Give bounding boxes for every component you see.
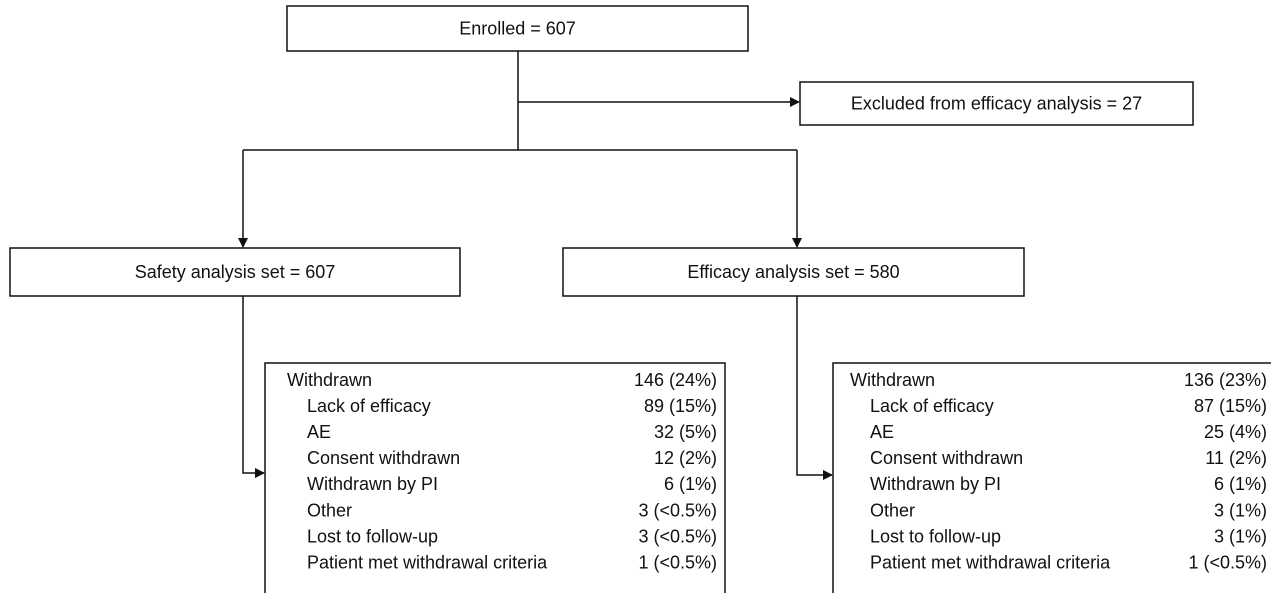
withdrawal-reason: Lack of efficacy (870, 396, 994, 416)
withdrawal-reason: AE (307, 422, 331, 442)
withdrawal-count: 89 (15%) (644, 396, 717, 416)
withdrawal-count: 136 (23%) (1184, 370, 1267, 390)
withdrawal-count: 6 (1%) (664, 474, 717, 494)
withdrawal-reason: Patient met withdrawal criteria (307, 552, 548, 572)
withdrawal-reason: Lost to follow-up (307, 526, 438, 546)
connectors (238, 51, 833, 480)
withdrawal-count: 3 (<0.5%) (638, 526, 717, 546)
node-box (562, 247, 1025, 297)
node-label: Enrolled = 607 (459, 18, 576, 38)
withdrawal-reason: Other (307, 500, 352, 520)
node-label: Efficacy analysis set = 580 (687, 262, 899, 282)
withdrawal-reason: Withdrawn (287, 370, 372, 390)
withdrawal-reason: Withdrawn (850, 370, 935, 390)
withdrawal-reason: Lost to follow-up (870, 526, 1001, 546)
withdrawal-count: 3 (<0.5%) (638, 500, 717, 520)
arrow (242, 296, 265, 478)
withdrawal-reason: Withdrawn by PI (870, 474, 1001, 494)
withdrawal-count: 87 (15%) (1194, 396, 1267, 416)
withdrawal-box (264, 362, 726, 593)
boxes: Enrolled = 607 Excluded from efficacy ana… (9, 5, 1271, 593)
node-box (9, 247, 461, 297)
withdrawal-count: 3 (1%) (1214, 526, 1267, 546)
node-label: Safety analysis set = 607 (135, 262, 336, 282)
node-label: Excluded from efficacy analysis = 27 (851, 93, 1142, 113)
withdrawal-reason: Lack of efficacy (307, 396, 431, 416)
withdrawal-reason: Consent withdrawn (870, 448, 1023, 468)
arrow (796, 296, 833, 480)
node-box (286, 5, 749, 52)
withdrawal-count: 1 (<0.5%) (638, 552, 717, 572)
withdrawal-reason: Other (870, 500, 915, 520)
withdrawal-reason: AE (870, 422, 894, 442)
withdrawal-count: 32 (5%) (654, 422, 717, 442)
withdrawal-count: 11 (2%) (1205, 448, 1267, 468)
withdrawal-reason: Consent withdrawn (307, 448, 460, 468)
withdrawal-count: 3 (1%) (1214, 500, 1267, 520)
withdrawal-count: 146 (24%) (634, 370, 717, 390)
withdrawal-count: 6 (1%) (1214, 474, 1267, 494)
withdrawal-box (832, 362, 1271, 593)
withdrawal-count: 1 (<0.5%) (1188, 552, 1267, 572)
withdrawal-count: 25 (4%) (1204, 422, 1267, 442)
node-box (799, 81, 1194, 126)
withdrawal-reason: Patient met withdrawal criteria (870, 552, 1111, 572)
withdrawal-count: 12 (2%) (654, 448, 717, 468)
withdrawal-reason: Withdrawn by PI (307, 474, 438, 494)
